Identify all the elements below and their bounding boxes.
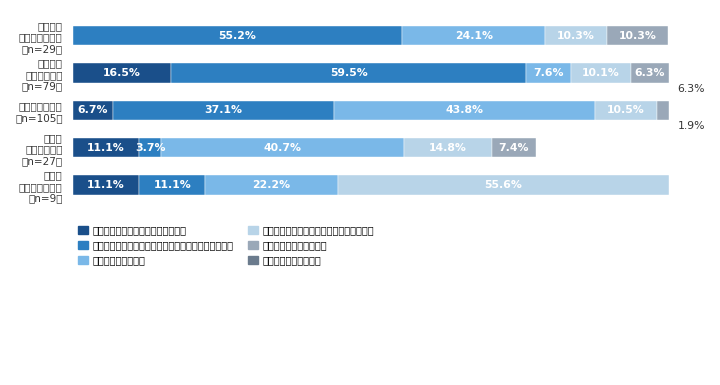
Bar — [73, 63, 171, 83]
Bar — [73, 26, 402, 45]
Bar — [139, 175, 205, 195]
Text: 11.1%: 11.1% — [153, 180, 191, 190]
Text: 37.1%: 37.1% — [204, 105, 243, 115]
Text: 55.6%: 55.6% — [485, 180, 522, 190]
Bar — [402, 26, 546, 45]
Bar — [205, 175, 338, 195]
Text: 14.8%: 14.8% — [429, 142, 467, 152]
Text: 10.3%: 10.3% — [618, 30, 657, 40]
Text: 55.2%: 55.2% — [219, 30, 256, 40]
Bar — [73, 175, 139, 195]
Text: 6.3%: 6.3% — [635, 68, 665, 78]
Bar — [526, 63, 571, 83]
Text: 10.1%: 10.1% — [582, 68, 620, 78]
Text: 7.4%: 7.4% — [499, 142, 529, 152]
Bar — [334, 100, 595, 120]
Bar — [139, 138, 161, 157]
Legend: マーケティング活動の影響が大きい, どちらかといえばマーケティング活動の影響が大きい, どちらともいえない, どちらかといえば外部要因の影響が大きい, 外部要因: マーケティング活動の影響が大きい, どちらかといえばマーケティング活動の影響が大… — [78, 226, 374, 265]
Text: 22.2%: 22.2% — [253, 180, 290, 190]
Bar — [595, 100, 657, 120]
Bar — [631, 63, 669, 83]
Bar — [571, 63, 631, 83]
Text: 10.3%: 10.3% — [557, 30, 595, 40]
Bar — [73, 138, 139, 157]
Text: 10.5%: 10.5% — [607, 105, 645, 115]
Text: 24.1%: 24.1% — [454, 30, 492, 40]
Bar — [338, 175, 669, 195]
Bar — [113, 100, 334, 120]
Bar — [404, 138, 492, 157]
Text: 6.7%: 6.7% — [78, 105, 108, 115]
Bar — [171, 63, 526, 83]
Bar — [161, 138, 404, 157]
Bar — [492, 138, 536, 157]
Text: 6.3%: 6.3% — [678, 84, 705, 94]
Bar — [657, 100, 669, 120]
Text: 7.6%: 7.6% — [534, 68, 564, 78]
Text: 11.1%: 11.1% — [87, 142, 125, 152]
Text: 43.8%: 43.8% — [446, 105, 483, 115]
Text: 16.5%: 16.5% — [103, 68, 141, 78]
Text: 59.5%: 59.5% — [330, 68, 367, 78]
Text: 11.1%: 11.1% — [87, 180, 125, 190]
Text: 1.9%: 1.9% — [678, 121, 705, 131]
Bar — [607, 26, 668, 45]
Text: 40.7%: 40.7% — [264, 142, 302, 152]
Bar — [546, 26, 607, 45]
Bar — [73, 100, 113, 120]
Text: 3.7%: 3.7% — [135, 142, 166, 152]
